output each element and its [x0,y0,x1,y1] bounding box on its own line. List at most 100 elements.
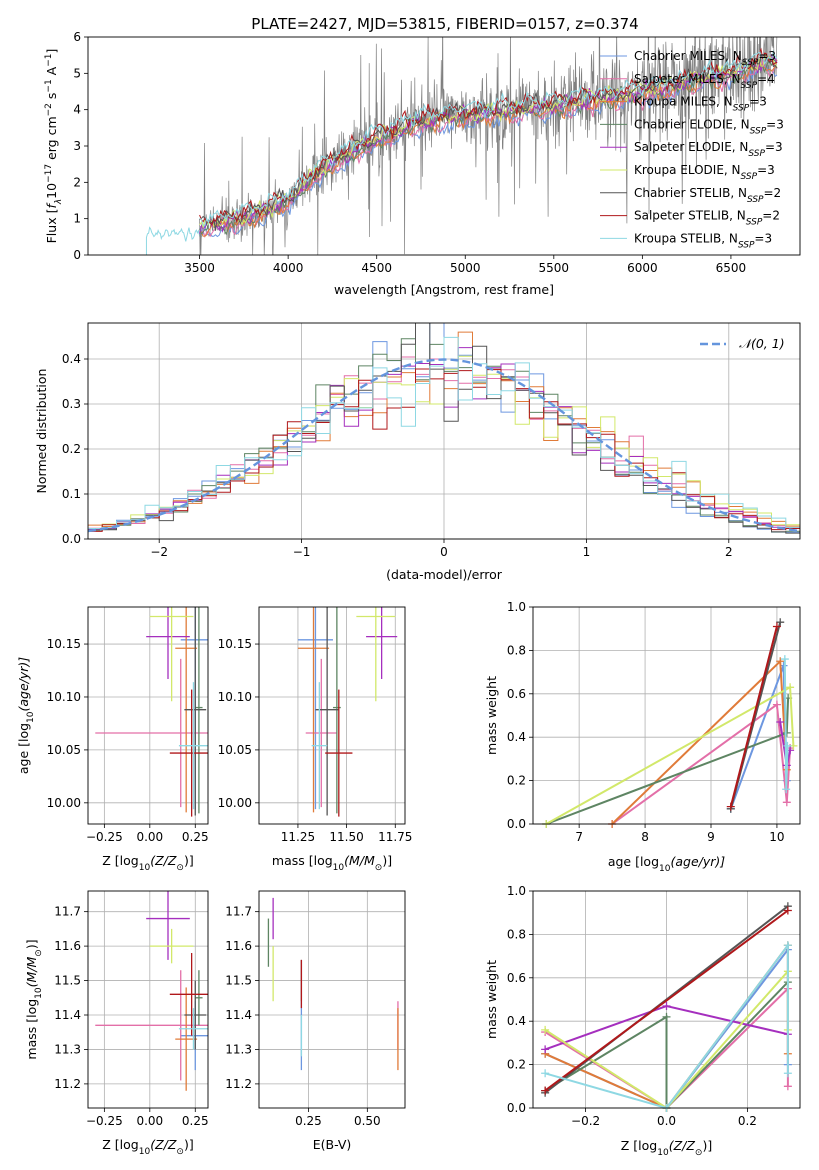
x-tick-label: −1 [293,545,311,559]
x-tick-label: 0.25 [182,1114,209,1128]
weight-marker [772,622,781,631]
x-tick-label: 10 [769,830,784,844]
spectrum-frame [87,36,801,256]
mass_vs_ebv-frame [258,890,406,1109]
legend-label: Salpeter MILES, NSSP=4 [634,72,775,91]
x-tick-label: 0.25 [295,1114,322,1128]
weight-marker [776,718,785,727]
x-tick-label: 11.50 [329,830,363,844]
errorbar-point [305,658,337,808]
age_vs_Z-ylabel: age [log10(age/yr)] [16,657,36,774]
errorbar-point [195,970,203,1026]
y-tick-label: 0.0 [507,817,526,831]
x-tick-label: 0.2 [738,1114,757,1128]
y-tick-label: 0.4 [62,352,81,366]
residual-histogram [88,336,800,531]
weight-marker [662,1012,671,1021]
mass_vs_Z-frame [87,890,209,1109]
mass_vs_ebv-axes: 0.25 0.50 11.2 11.3 11.4 11.5 11.6 11.7 [225,891,405,1128]
weight-line [544,909,789,1092]
y-tick-label: 11.7 [54,905,81,919]
legend-label: Kroupa ELODIE, NSSP=3 [634,163,775,182]
weight-marker [772,700,781,709]
errorbar-point [311,682,328,810]
weight-marker [541,1069,550,1078]
mass_vs_Z-ylabel: mass [log10(M/M⊙)] [24,939,44,1059]
y-tick-label: 0.2 [507,774,526,788]
legend-label: Kroupa MILES, NSSP=3 [634,95,767,114]
errorbar-point [149,607,194,702]
y-tick-label: 10.00 [218,796,252,810]
x-tick-label: 2 [725,545,733,559]
y-tick-label: 10.15 [218,637,252,651]
y-tick-label: 0 [73,248,81,262]
weight-marker [541,1086,550,1095]
mass_vs_Z-axes: −0.25 0.00 0.25 11.2 11.3 11.4 11.5 11.6 11.7 [54,891,209,1128]
x-tick-label: −2 [150,545,168,559]
y-tick-label: 0.3 [62,397,81,411]
weight-marker [776,657,785,666]
y-tick-label: 11.3 [225,1042,252,1056]
legend-normal-label: 𝒩(0, 1) [739,336,785,351]
errorbar-point [297,607,330,813]
x-tick-label: 0.00 [136,830,163,844]
x-tick-label: 1 [583,545,591,559]
x-tick-label: 9 [707,830,715,844]
x-tick-label: 6500 [716,261,747,275]
errorbar-point [366,607,398,679]
errorbar-point [149,928,194,964]
residuals-xlabel: (data-model)/error [386,567,503,582]
errorbar-point [195,607,203,814]
y-tick-label: 11.7 [225,905,252,919]
errorbar-point [184,980,207,1050]
x-tick-label: 11.25 [281,830,315,844]
legend-label: Salpeter ELODIE, NSSP=3 [634,140,783,159]
y-tick-label: 1.0 [507,884,526,898]
errorbar-point [95,970,208,1081]
x-tick-label: 5000 [450,261,481,275]
residuals-frame [87,322,801,540]
weight-marker [782,728,791,737]
errorbar-point [356,607,396,702]
x-tick-label: −0.2 [571,1114,600,1128]
spectrum-model-line [199,54,778,231]
errorbar-point [178,682,208,810]
mass_vs_ebv-xlabel: E(B-V) [313,1137,352,1152]
y-tick-label: 11.2 [225,1077,252,1091]
weight-marker [783,1082,792,1091]
y-tick-label: 3 [73,139,81,153]
y-tick-label: 0.6 [507,687,526,701]
x-tick-label: 0.50 [354,1114,381,1128]
weight-marker [782,785,791,794]
y-tick-label: 0.2 [507,1058,526,1072]
weight-line [611,702,792,824]
y-tick-label: 11.6 [225,939,252,953]
y-tick-label: 10.05 [218,743,252,757]
age_vs_Z-xlabel: Z [log10(Z/Z⊙)] [102,853,193,873]
legend-label: Salpeter STELIB, NSSP=2 [634,209,780,228]
x-tick-label: 3500 [184,261,215,275]
y-tick-label: 0.4 [507,1014,526,1028]
errorbar-point [169,689,208,817]
y-tick-label: 0.8 [507,643,526,657]
x-tick-label: 5500 [539,261,570,275]
y-tick-label: 11.5 [225,974,252,988]
age_vs_mass-xlabel: mass [log10(M/M⊙)] [272,853,392,873]
weight_vs_Z-frame [532,890,801,1109]
y-tick-label: 11.4 [225,1008,252,1022]
legend-label: Kroupa STELIB, NSSP=3 [634,231,772,250]
spectrum-ylabel: Flux [fλ10−17 erg cm−2 s−1 A−1] [44,49,64,244]
weight_vs_age-xlabel: age [log10(age/yr)] [608,854,725,874]
y-tick-label: 1 [73,212,81,226]
y-tick-label: 11.4 [54,1008,81,1022]
y-tick-label: 11.2 [54,1077,81,1091]
weight-marker [776,618,785,627]
weight-marker [783,741,792,750]
weight-line [544,942,789,1108]
x-tick-label: 6000 [627,261,658,275]
y-tick-label: 0.1 [62,487,81,501]
figure-title: PLATE=2427, MJD=53815, FIBERID=0157, z=0… [251,15,638,33]
weight-marker [783,941,792,950]
weight-line [729,626,778,807]
